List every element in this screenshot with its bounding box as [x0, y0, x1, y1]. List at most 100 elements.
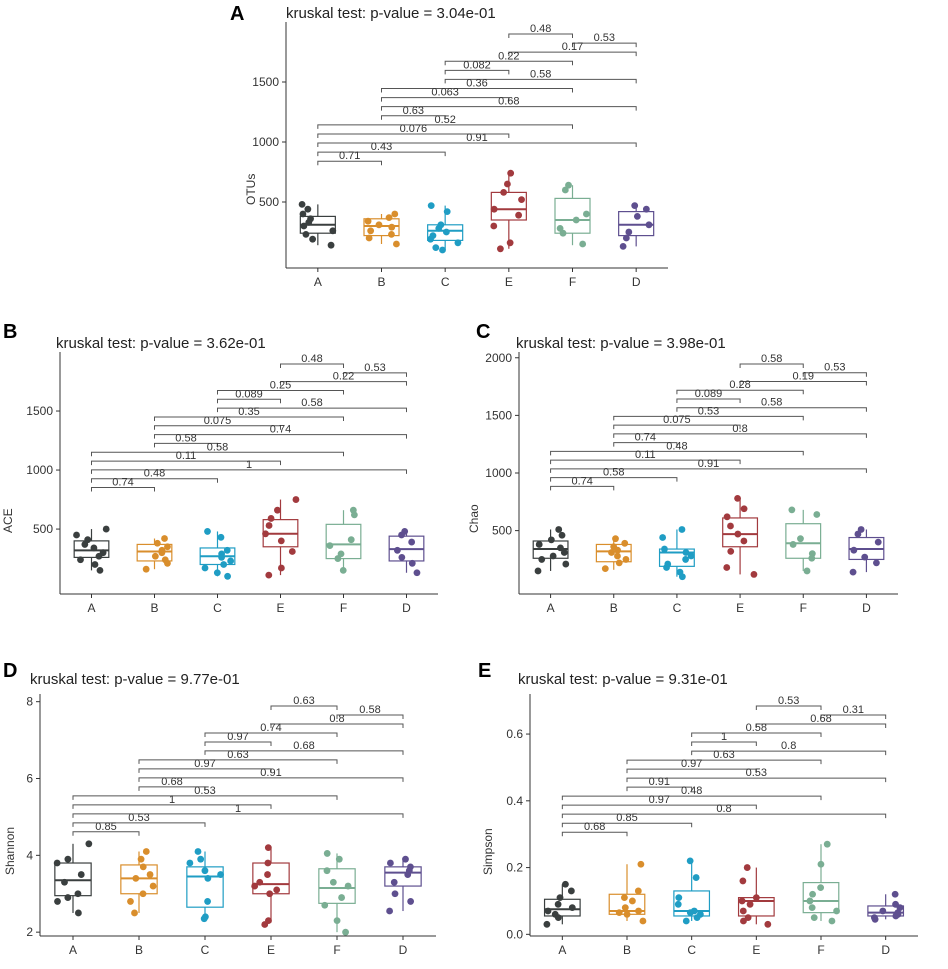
data-point — [323, 867, 331, 875]
bracket-line — [72, 804, 272, 809]
data-point — [504, 180, 511, 188]
bracket-p-value: 0.68 — [293, 740, 314, 752]
bracket-line — [317, 160, 382, 166]
data-point — [77, 556, 84, 564]
data-point — [398, 531, 405, 539]
comparison-bracket: 0.58 — [217, 397, 407, 413]
data-point — [393, 546, 401, 554]
bracket-line — [138, 786, 206, 791]
data-point — [637, 860, 645, 868]
bracket-p-value: 0.91 — [698, 458, 719, 470]
comparison-bracket: 0.68 — [138, 776, 206, 791]
data-point — [809, 890, 816, 898]
x-tick-label: E — [267, 943, 275, 957]
bracket-p-value: 0.58 — [761, 353, 782, 365]
data-point — [556, 894, 564, 902]
data-point — [558, 531, 566, 539]
bracket-p-value: 0.58 — [301, 397, 322, 409]
bracket-line — [91, 460, 281, 466]
comparison-bracket: 0.58 — [550, 467, 678, 482]
bracket-p-value: 0.36 — [466, 78, 487, 90]
bracket-p-value: 0.58 — [175, 432, 196, 444]
data-point — [323, 850, 331, 857]
bracket-p-value: 0.11 — [635, 449, 656, 461]
data-point — [823, 840, 831, 848]
data-point — [404, 871, 412, 878]
comparison-bracket: 0.48 — [550, 440, 804, 456]
data-point — [659, 534, 667, 541]
bracket-line — [550, 459, 741, 465]
bracket-p-value: 0.74 — [270, 424, 291, 436]
data-point — [874, 538, 882, 546]
y-tick-label: 1000 — [485, 466, 512, 480]
bracket-line — [691, 750, 887, 756]
bracket-p-value: 0.74 — [260, 722, 281, 734]
bracket-line — [91, 469, 407, 474]
data-point — [622, 556, 630, 563]
data-point — [261, 921, 269, 928]
data-point — [335, 855, 343, 863]
data-point — [146, 871, 154, 878]
data-point — [139, 863, 147, 871]
data-point — [95, 552, 103, 560]
x-tick-label: A — [69, 943, 77, 957]
data-point — [365, 234, 373, 242]
bracket-line — [138, 768, 272, 773]
data-point — [64, 894, 72, 901]
panel-title: kruskal test: p-value = 3.98e-01 — [516, 335, 726, 352]
bracket-p-value: 1 — [721, 731, 727, 743]
bracket-line — [676, 398, 741, 403]
bracket-line — [444, 78, 637, 84]
bracket-p-value: 0.85 — [616, 812, 637, 824]
data-point — [740, 537, 748, 545]
data-point — [554, 900, 562, 908]
data-point — [127, 898, 134, 905]
data-point — [267, 515, 275, 522]
comparison-bracket: 0.22 — [280, 371, 407, 386]
bracket-line — [561, 813, 887, 819]
data-point — [390, 878, 398, 886]
bracket-line — [676, 407, 867, 412]
y-tick-label: 1500 — [26, 404, 53, 418]
bracket-line — [444, 60, 573, 66]
bracket-line — [626, 759, 822, 765]
comparison-bracket: 0.36 — [381, 78, 573, 93]
comparison-bracket: 0.74 — [154, 424, 407, 439]
box-f — [325, 506, 362, 574]
data-point — [200, 915, 208, 923]
x-tick-label: E — [505, 275, 513, 289]
panel-title: kruskal test: p-value = 3.62e-01 — [56, 335, 266, 352]
data-point — [153, 539, 161, 547]
comparison-bracket: 0.68 — [755, 713, 887, 729]
data-point — [342, 928, 349, 936]
data-point — [788, 506, 796, 514]
data-point — [413, 569, 421, 577]
bracket-p-value: 0.089 — [695, 388, 723, 400]
data-point — [96, 566, 104, 574]
data-point — [277, 564, 285, 572]
data-point — [142, 848, 150, 855]
data-point — [808, 554, 816, 562]
data-point — [333, 917, 341, 925]
comparison-bracket: 0.25 — [217, 379, 344, 395]
comparison-bracket: 0.53 — [572, 32, 637, 48]
data-point — [256, 878, 264, 886]
comparison-bracket: 0.8 — [270, 713, 404, 728]
data-point — [350, 511, 358, 519]
data-point — [734, 494, 741, 502]
x-tick-label: B — [150, 601, 158, 615]
comparison-bracket: 0.48 — [91, 468, 218, 483]
data-point — [344, 882, 352, 890]
x-tick-label: A — [87, 601, 95, 615]
data-point — [891, 890, 899, 898]
data-point — [64, 855, 72, 863]
bracket-line — [381, 106, 637, 111]
data-point — [90, 544, 98, 552]
data-point — [305, 219, 313, 226]
y-axis-label: Shannon — [3, 827, 17, 875]
data-point — [634, 887, 642, 895]
bracket-line — [91, 487, 155, 492]
comparison-bracket: 0.52 — [317, 114, 573, 129]
bracket-line — [755, 705, 822, 710]
box-d — [867, 890, 905, 923]
